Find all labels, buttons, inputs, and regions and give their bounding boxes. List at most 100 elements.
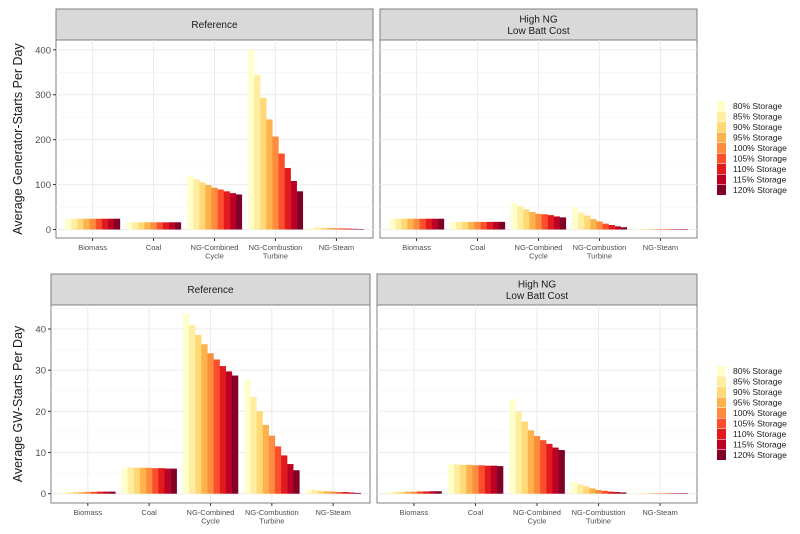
bar-ng-combined-cycle-95storage [529,211,536,230]
bar-biomass-95storage [407,218,414,230]
x-tick-label: NG-Combustion Turbine [245,508,299,526]
legend-label: 85% Storage [733,377,782,387]
bar-biomass-110storage [97,491,104,494]
bar-biomass-100storage [89,218,96,230]
bar-biomass-110storage [425,218,432,230]
bar-ng-steam-95storage [650,493,658,494]
bar-ng-steam-95storage [323,491,331,494]
bar-ng-combustion-turbine-115storage [290,180,297,230]
bar-ng-steam-105storage [663,493,670,494]
bar-ng-combined-cycle-95storage [201,344,208,494]
bar-ng-combustion-turbine-80storage [244,380,251,494]
bar-biomass-90storage [72,492,79,494]
bar-coal-90storage [460,464,467,494]
bar-ng-combined-cycle-80storage [511,202,518,230]
x-tick-label: NG-Combustion Turbine [573,243,627,261]
bar-ng-combined-cycle-110storage [219,366,226,494]
bar-ng-combustion-turbine-120storage [293,470,300,494]
bar-ng-combustion-turbine-85storage [577,484,584,494]
bar-ng-steam-95storage [651,229,658,230]
bar-ng-combustion-turbine-110storage [281,455,288,494]
bar-biomass-80storage [60,492,67,494]
bar-coal-115storage [492,221,500,230]
bar-ng-combustion-turbine-110storage [284,167,291,230]
y-tick-label: 30 [35,366,46,377]
bar-coal-110storage [158,468,165,494]
bar-ng-combined-cycle-85storage [515,411,522,494]
legend-label: 105% Storage [733,419,787,429]
bar-biomass-115storage [431,218,439,230]
bar-ng-steam-120storage [681,229,689,230]
bar-ng-combined-cycle-100storage [533,436,541,494]
bar-ng-combustion-turbine-80storage [570,481,578,494]
legend-key [717,397,726,408]
y-tick-label: 0 [41,489,46,500]
bar-ng-steam-110storage [345,228,352,230]
bar-coal-80storage [126,222,133,230]
facet-strip-title: High NG Low Batt Cost [506,280,568,303]
bar-ng-steam-90storage [321,227,328,230]
bar-biomass-80storage [389,218,396,230]
bar-ng-combined-cycle-85storage [517,206,524,230]
facet-strip [55,8,374,41]
bar-ng-steam-115storage [675,229,682,230]
bar-ng-steam-115storage [348,492,355,494]
bar-coal-105storage [152,468,159,494]
bar-coal-85storage [453,464,461,494]
legend-label: 80% Storage [733,366,782,376]
bar-ng-combined-cycle-90storage [195,334,202,494]
bar-biomass-120storage [113,218,121,230]
bar-coal-80storage [121,467,128,494]
bar-ng-combustion-turbine-90storage [256,411,263,494]
bar-ng-combined-cycle-100storage [207,353,214,494]
x-tick-label: NG-Steam [643,243,678,252]
bar-ng-combined-cycle-110storage [547,215,554,230]
facet-strip-title: Reference [187,285,234,296]
x-tick-label: NG-Combustion Turbine [249,243,303,261]
bar-ng-steam-85storage [315,227,322,230]
bar-ng-combustion-turbine-115storage [614,226,621,230]
bar-ng-steam-80storage [632,493,639,494]
bar-biomass-120storage [437,218,445,230]
bar-ng-combined-cycle-80storage [187,176,194,230]
bar-biomass-105storage [417,491,424,494]
bar-ng-steam-85storage [311,489,319,494]
bar-ng-combustion-turbine-120storage [620,492,627,494]
bar-coal-120storage [174,222,182,230]
bar-coal-115storage [490,465,498,494]
legend-label: 100% Storage [733,143,787,153]
bar-ng-steam-90storage [644,493,651,494]
bar-coal-105storage [156,222,163,230]
bar-ng-combined-cycle-105storage [540,440,547,494]
bar-coal-90storage [133,467,141,494]
bar-ng-combined-cycle-115storage [225,371,233,494]
bar-biomass-115storage [429,491,436,494]
bar-ng-combustion-turbine-90storage [583,486,590,494]
legend-key [717,387,726,397]
x-tick-label: NG-Combined Cycle [191,243,239,261]
x-tick-label: Biomass [402,243,431,252]
bar-ng-combined-cycle-85storage [193,179,200,230]
bar-ng-steam-100storage [330,491,337,494]
legend-key [717,132,726,143]
bar-ng-steam-105storage [339,228,346,230]
legend-key [717,376,726,387]
bar-ng-combustion-turbine-105storage [274,446,282,494]
bar-ng-combustion-turbine-115storage [613,492,621,494]
bar-ng-combined-cycle-105storage [217,189,224,230]
legend-key [717,101,726,111]
bar-coal-90storage [462,221,469,230]
legend-key [717,185,726,195]
bar-ng-combined-cycle-110storage [223,191,230,230]
bar-ng-combined-cycle-80storage [509,398,516,494]
bar-biomass-90storage [401,218,408,230]
bar-biomass-85storage [392,491,399,494]
facet-panel-2: High NG Low Batt Cost Biomass Coal NG-Combin… [379,8,698,261]
bar-ng-combustion-turbine-100storage [596,221,603,230]
bar-ng-combustion-turbine-95storage [266,119,273,230]
y-axis-label: Average Generator-Starts Per Day [11,42,25,234]
x-tick-label: Biomass [73,508,102,517]
x-tick-label: NG-Combined Cycle [515,243,563,261]
bar-ng-combustion-turbine-100storage [268,435,276,494]
x-tick-label: NG-Steam [319,243,354,252]
